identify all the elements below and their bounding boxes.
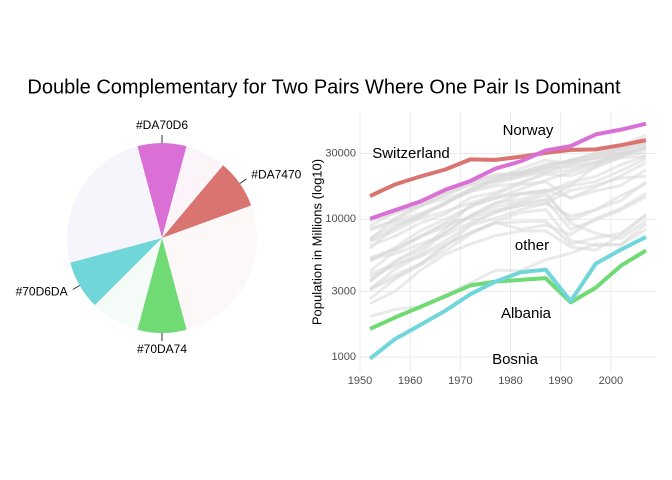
slice-label: #70D6DA [16,285,68,299]
series-line [369,138,647,198]
pie-slice [162,165,252,238]
y-tick-label: 1000 [332,351,356,363]
series-line [369,248,648,331]
y-axis-label: Population in Millions (log10) [309,159,324,325]
y-tick-label: 3000 [332,285,356,297]
pie-slice [94,238,162,330]
series-label: other [515,237,549,254]
series-line [369,121,647,221]
x-tick-label: 1990 [548,375,572,387]
other-line [369,208,647,301]
series-label: Bosnia [492,351,539,368]
pie-slice [70,238,162,306]
pie-slice [137,238,187,333]
y-tick-label: 30000 [325,147,356,159]
x-tick-label: 1970 [448,375,472,387]
series-label: Norway [503,122,554,139]
series-label: Albania [501,305,552,322]
x-tick-label: 1960 [398,375,422,387]
slice-label: #DA70D6 [136,118,188,132]
other-line [369,192,647,276]
pie-slice [162,146,224,238]
other-line [369,140,647,240]
y-tick-label: 10000 [325,213,356,225]
series-label: Switzerland [372,145,450,162]
other-line [369,154,647,279]
pie-slice [67,146,162,263]
pie-slice [162,205,257,330]
other-line [369,146,647,248]
x-tick-label: 2000 [599,375,623,387]
other-line [369,214,647,305]
other-line [369,157,647,283]
figure-title: Double Complementary for Two Pairs Where… [27,76,621,98]
other-line [369,190,647,282]
pie-slice [137,143,187,238]
slice-label: #70DA74 [137,342,187,356]
label-tick [72,285,80,290]
slice-label: #DA7470 [251,168,301,182]
other-line [369,133,647,260]
label-tick [239,178,247,184]
x-tick-label: 1950 [348,375,372,387]
x-tick-label: 1980 [498,375,522,387]
other-line [369,180,647,262]
series-line [368,235,647,361]
